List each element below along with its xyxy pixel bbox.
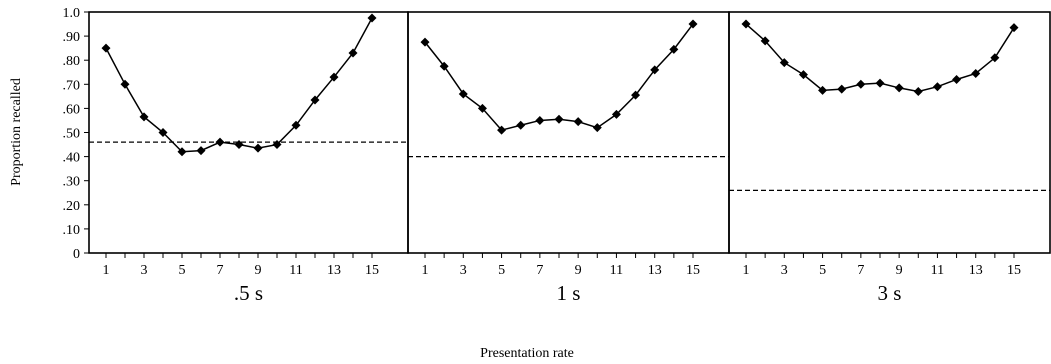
y-axis-title: Proportion recalled [9,78,24,186]
data-point-marker [253,143,263,153]
data-point-marker [760,36,770,46]
x-tick-label: 9 [255,263,262,278]
data-point-marker [1009,23,1019,33]
data-point-marker [592,123,602,133]
x-tick-label: 3 [781,263,788,278]
x-tick-label: 13 [648,263,662,278]
data-point-marker [310,95,320,105]
data-point-marker [535,115,545,125]
data-point-marker [688,19,698,29]
panel-1: 1 3 5 7 9 11 13 15.5 s [88,11,409,305]
x-tick-label: 13 [969,263,983,278]
data-point-marker [101,43,111,53]
x-tick-label: 11 [289,263,302,278]
panel-3: 1 3 5 7 9 11 13 153 s [728,11,1051,305]
data-point-marker [458,89,468,99]
x-tick-label: 5 [179,263,186,278]
data-point-marker [177,147,187,157]
panel-title: 1 s [557,281,581,305]
data-point-marker [367,13,377,23]
data-point-marker [894,83,904,93]
data-point-marker [669,44,679,54]
x-tick-label: 3 [460,263,467,278]
data-point-marker [837,84,847,94]
panel-frame [407,11,730,254]
x-tick-label: 1 [743,263,750,278]
x-tick-label: 5 [498,263,505,278]
data-point-marker [913,87,923,97]
x-tick-label: 7 [857,263,864,278]
data-point-marker [779,58,789,68]
data-point-marker [497,125,507,135]
y-axis: 0 .10 .20 .30 .40 .50 .60 .70 .80 .90 1.0 [63,6,89,262]
x-tick-label: 9 [575,263,582,278]
data-point-marker [971,68,981,78]
x-tick-label: 15 [1007,263,1021,278]
data-point-marker [215,137,225,147]
x-tick-label: 1 [422,263,429,278]
data-point-marker [818,85,828,95]
x-tick-label: 15 [365,263,379,278]
x-tick-label: 3 [141,263,148,278]
data-point-marker [875,78,885,88]
data-point-marker [516,120,526,130]
data-point-marker [554,114,564,124]
y-tick-label: .60 [63,102,81,117]
x-tick-label: 5 [819,263,826,278]
y-tick-label: .70 [63,78,81,93]
x-tick-label: 9 [896,263,903,278]
panel-frame [88,11,409,254]
data-point-marker [611,109,621,119]
panel-frame [728,11,1051,254]
series-line [105,17,373,153]
data-point-marker [439,61,449,71]
x-tick-label: 15 [686,263,700,278]
y-tick-label: .90 [63,30,81,45]
x-tick-label: 13 [327,263,341,278]
data-point-marker [120,79,130,89]
y-tick-label: 1.0 [63,6,81,21]
y-tick-label: .10 [63,223,81,238]
data-point-marker [741,19,751,29]
data-point-marker [234,140,244,150]
data-point-marker [158,128,168,137]
data-point-marker [272,140,282,150]
data-point-marker [420,37,430,47]
panel-title: .5 s [234,281,263,305]
x-tick-label: 1 [103,263,110,278]
data-point-marker [196,146,206,156]
data-point-marker [139,112,149,122]
data-point-marker [348,48,358,58]
y-tick-label: .20 [63,199,81,214]
y-tick-label: .40 [63,151,81,166]
data-point-marker [477,103,487,113]
data-point-marker [631,90,641,100]
panel-title: 3 s [878,281,902,305]
data-point-marker [650,65,660,75]
data-point-marker [573,117,583,127]
data-point-marker [798,70,808,80]
data-point-marker [990,53,1000,63]
data-point-marker [329,72,339,82]
data-point-marker [856,79,866,89]
data-point-marker [932,82,942,92]
y-tick-label: .30 [63,175,81,190]
x-tick-label: 11 [931,263,944,278]
data-point-marker [291,120,301,130]
data-point-marker [952,74,962,84]
y-tick-label: .80 [63,54,81,69]
panels: 1 3 5 7 9 11 13 15.5 s1 3 5 7 9 11 13 151 s1 3 5 7 9 11 13 15… [88,11,1051,305]
panel-2: 1 3 5 7 9 11 13 151 s [407,11,730,305]
x-axis-title: Presentation rate [480,346,574,361]
y-tick-label: .50 [63,127,81,142]
x-tick-label: 11 [610,263,623,278]
y-tick-label: 0 [73,247,80,262]
x-tick-label: 7 [536,263,543,278]
series-line [424,23,694,131]
x-tick-label: 7 [217,263,224,278]
